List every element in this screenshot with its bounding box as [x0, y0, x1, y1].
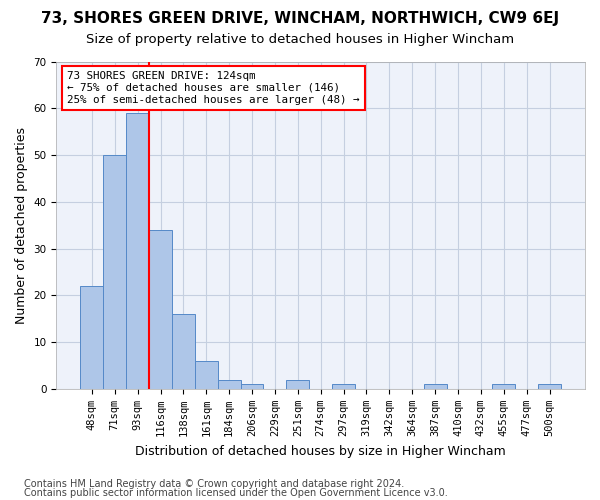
- Bar: [195, 361, 218, 389]
- Text: Contains HM Land Registry data © Crown copyright and database right 2024.: Contains HM Land Registry data © Crown c…: [24, 479, 404, 489]
- Y-axis label: Number of detached properties: Number of detached properties: [15, 126, 28, 324]
- Bar: [286, 380, 309, 389]
- Text: 73 SHORES GREEN DRIVE: 124sqm
← 75% of detached houses are smaller (146)
25% of : 73 SHORES GREEN DRIVE: 124sqm ← 75% of d…: [67, 72, 359, 104]
- Bar: [538, 384, 561, 389]
- Bar: [80, 286, 103, 389]
- Text: Size of property relative to detached houses in Higher Wincham: Size of property relative to detached ho…: [86, 32, 514, 46]
- Text: Contains public sector information licensed under the Open Government Licence v3: Contains public sector information licen…: [24, 488, 448, 498]
- X-axis label: Distribution of detached houses by size in Higher Wincham: Distribution of detached houses by size …: [136, 444, 506, 458]
- Bar: [218, 380, 241, 389]
- Bar: [126, 113, 149, 389]
- Bar: [332, 384, 355, 389]
- Text: 73, SHORES GREEN DRIVE, WINCHAM, NORTHWICH, CW9 6EJ: 73, SHORES GREEN DRIVE, WINCHAM, NORTHWI…: [41, 12, 559, 26]
- Bar: [149, 230, 172, 389]
- Bar: [172, 314, 195, 389]
- Bar: [424, 384, 446, 389]
- Bar: [103, 155, 126, 389]
- Bar: [493, 384, 515, 389]
- Bar: [241, 384, 263, 389]
